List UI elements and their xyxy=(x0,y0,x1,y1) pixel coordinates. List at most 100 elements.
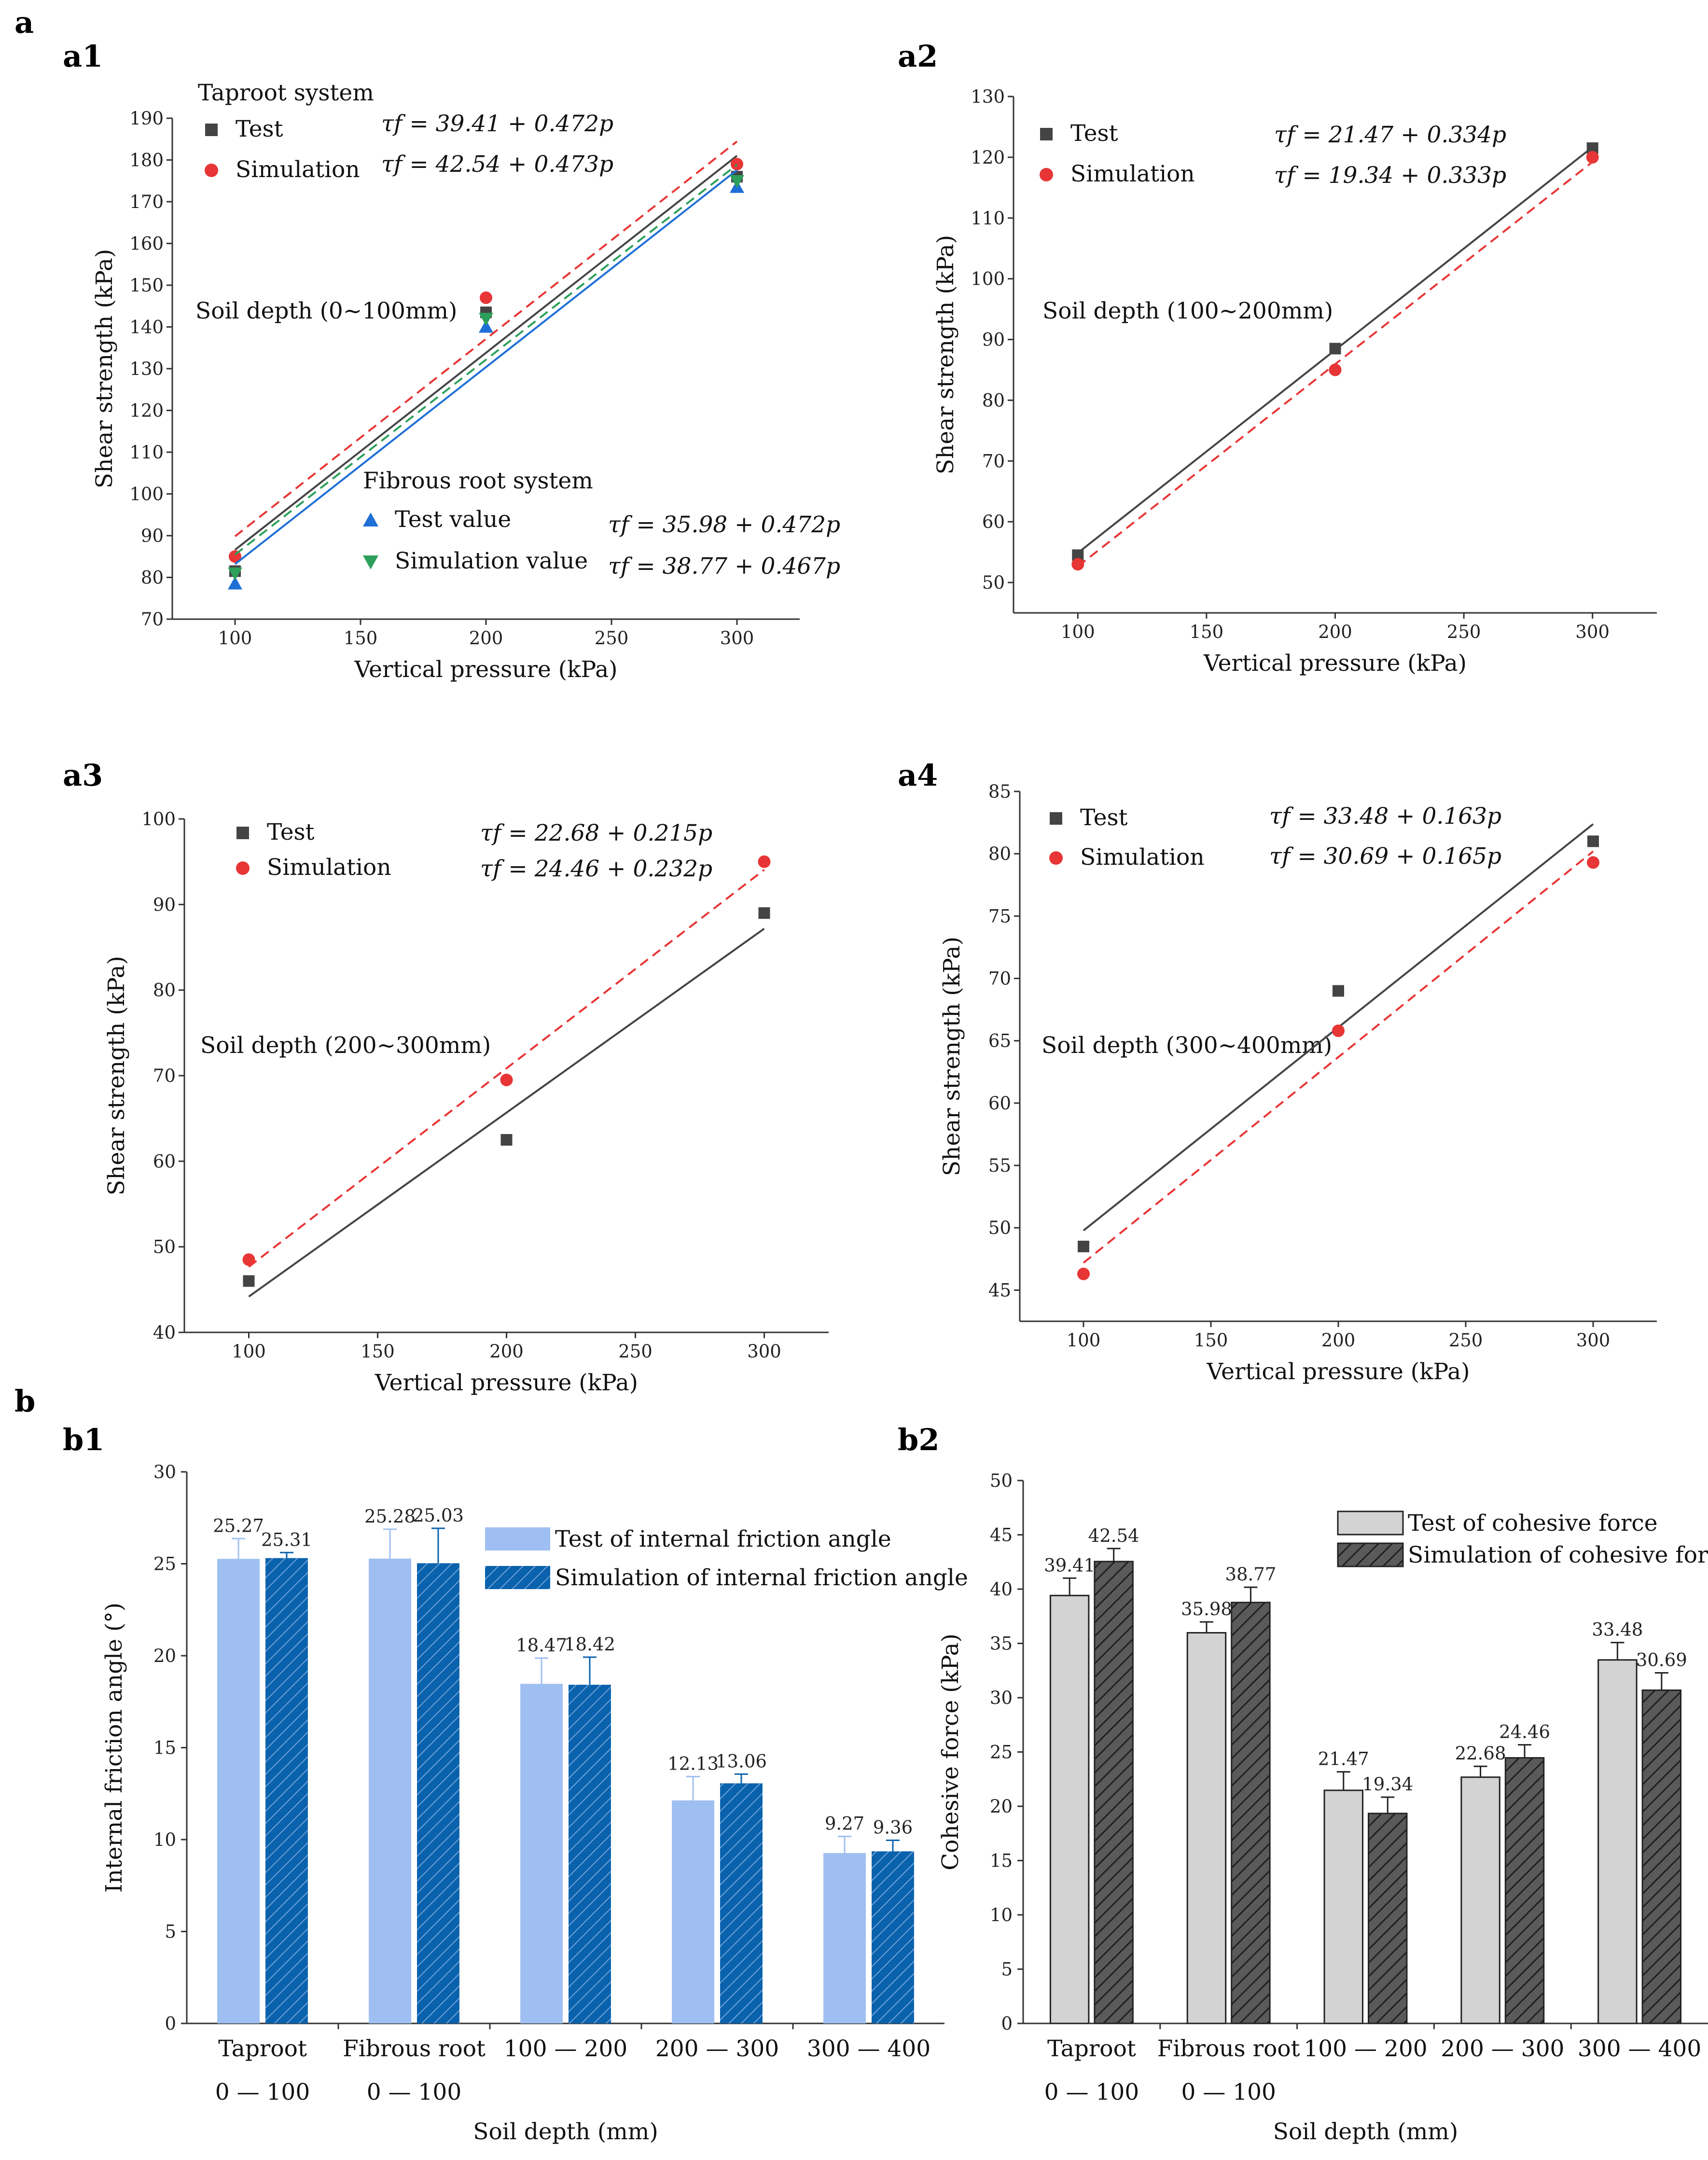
y-tick-label: 90 xyxy=(982,330,1005,350)
category-label: 300 — 400 xyxy=(1578,2035,1701,2062)
legend-marker xyxy=(1040,128,1053,140)
bar xyxy=(1460,1776,1500,2024)
x-tick-label: 100 xyxy=(1067,1330,1101,1351)
y-tick-label: 170 xyxy=(129,192,164,212)
data-point xyxy=(1586,151,1599,164)
y-tick-label: 190 xyxy=(129,108,164,129)
y-tick-label: 90 xyxy=(141,526,164,546)
category-sublabel: 0 — 100 xyxy=(367,2079,462,2105)
bar xyxy=(1597,1659,1638,2024)
x-axis-title: Vertical pressure (kPa) xyxy=(354,656,618,683)
category-label: Taproot xyxy=(218,2035,307,2062)
y-tick-label: 20 xyxy=(990,1796,1013,1817)
x-axis-title: Soil depth (mm) xyxy=(473,2118,658,2145)
data-point xyxy=(1078,1240,1089,1252)
fit-equation: τf = 33.48 + 0.163p xyxy=(1269,803,1501,830)
x-tick-label: 250 xyxy=(1447,622,1481,642)
data-point xyxy=(500,1073,513,1086)
y-tick-label: 50 xyxy=(990,1470,1013,1491)
data-point xyxy=(1329,363,1342,376)
section-a-label: a xyxy=(14,5,34,40)
x-tick-label: 300 xyxy=(1576,1330,1611,1351)
data-label: 39.41 xyxy=(1044,1555,1095,1576)
fit-equation: τf = 38.77 + 0.467p xyxy=(608,553,840,580)
fit-line-test-value xyxy=(234,169,738,565)
data-point xyxy=(758,907,770,919)
y-axis-title: Internal friction angle (°) xyxy=(101,1603,127,1893)
data-label: 18.42 xyxy=(564,1634,615,1655)
legend-swatch xyxy=(485,1566,550,1589)
data-point xyxy=(1332,1025,1345,1038)
soil-depth-note: Soil depth (200~300mm) xyxy=(200,1032,491,1059)
panel-tag-a1: a1 xyxy=(63,39,103,74)
bar xyxy=(417,1563,459,2023)
x-tick-label: 100 xyxy=(218,628,252,649)
data-point xyxy=(758,855,771,868)
y-tick-label: 110 xyxy=(129,442,164,463)
y-tick-label: 40 xyxy=(153,1322,176,1343)
legend-marker xyxy=(1049,851,1063,865)
legend-label: Test xyxy=(1070,120,1118,147)
chart-b1: b1 0 5 10 15 20 25 30 Taproot 0 — 100 Fibrous root… xyxy=(63,1422,968,2145)
y-tick-label: 80 xyxy=(982,390,1005,411)
legend-marker xyxy=(1050,812,1062,825)
y-tick-label: 50 xyxy=(153,1237,176,1258)
panel-tag-a3: a3 xyxy=(63,758,103,793)
y-tick-label: 160 xyxy=(129,234,164,254)
data-point xyxy=(1587,856,1599,869)
category-label: Taproot xyxy=(1047,2035,1136,2062)
y-tick-label: 150 xyxy=(129,275,164,296)
chart-b2: b2 0 5 10 15 20 25 30 35 40 45 50 Taproot 0 — 100 Fibr… xyxy=(898,1422,1708,2145)
data-point xyxy=(500,1134,513,1146)
legend-label: Simulation of cohesive force xyxy=(1408,1542,1708,1568)
legend-swatch xyxy=(1337,1542,1404,1567)
data-label: 25.28 xyxy=(364,1506,416,1527)
data-point xyxy=(228,567,242,581)
legend-label: Test xyxy=(236,116,283,142)
y-tick-label: 80 xyxy=(141,568,164,588)
data-label: 9.36 xyxy=(873,1817,913,1838)
category-label: 100 — 200 xyxy=(504,2035,627,2062)
legend-label: Test of internal friction angle xyxy=(555,1526,891,1552)
bar xyxy=(369,1558,411,2023)
data-label: 25.27 xyxy=(213,1515,264,1536)
legend-marker xyxy=(205,124,218,136)
y-axis-title: Shear strength (kPa) xyxy=(939,937,965,1176)
category-sublabel: 0 — 100 xyxy=(1044,2079,1139,2105)
panel-tag-a2: a2 xyxy=(898,39,938,74)
y-tick-label: 40 xyxy=(990,1579,1013,1600)
y-tick-label: 140 xyxy=(129,317,164,338)
category-label: Fibrous root xyxy=(1157,2035,1300,2062)
legend-label: Test of cohesive force xyxy=(1408,1510,1658,1537)
y-tick-label: 90 xyxy=(153,894,176,915)
y-tick-label: 60 xyxy=(988,1093,1011,1114)
data-point xyxy=(242,1253,255,1266)
bar xyxy=(1186,1632,1227,2024)
legend-label: Simulation xyxy=(1080,844,1205,871)
bar xyxy=(1094,1561,1134,2024)
chart-a1: a1 100 150 200 250 300 70 80 90 100 110 120 130 140 15… xyxy=(63,39,840,683)
legend-label: Simulation xyxy=(267,854,391,881)
legend-label: Test xyxy=(1080,804,1128,831)
legend-label: Simulation xyxy=(1070,161,1195,187)
data-label: 18.47 xyxy=(516,1635,567,1656)
fit-equation: τf = 39.41 + 0.472p xyxy=(381,111,613,137)
data-point xyxy=(1333,985,1344,997)
category-label: 300 — 400 xyxy=(807,2035,930,2062)
x-tick-label: 200 xyxy=(489,1341,524,1362)
data-point xyxy=(228,576,242,590)
y-tick-label: 25 xyxy=(990,1742,1013,1763)
bar xyxy=(1368,1813,1408,2024)
data-label: 24.46 xyxy=(1499,1722,1550,1743)
data-label: 35.98 xyxy=(1181,1599,1232,1620)
y-tick-label: 5 xyxy=(165,1922,176,1942)
x-tick-label: 300 xyxy=(747,1341,781,1362)
x-tick-label: 200 xyxy=(1318,622,1352,642)
y-tick-label: 70 xyxy=(988,969,1011,989)
y-tick-label: 10 xyxy=(990,1905,1013,1925)
group-title-taproot: Taproot system xyxy=(198,80,374,106)
data-label: 33.48 xyxy=(1592,1620,1643,1640)
data-point xyxy=(479,319,493,333)
bar xyxy=(1049,1594,1090,2024)
chart-a3: a3 100 150 200 250 300 40 50 60 70 80 90 100 Vertical… xyxy=(63,758,829,1396)
